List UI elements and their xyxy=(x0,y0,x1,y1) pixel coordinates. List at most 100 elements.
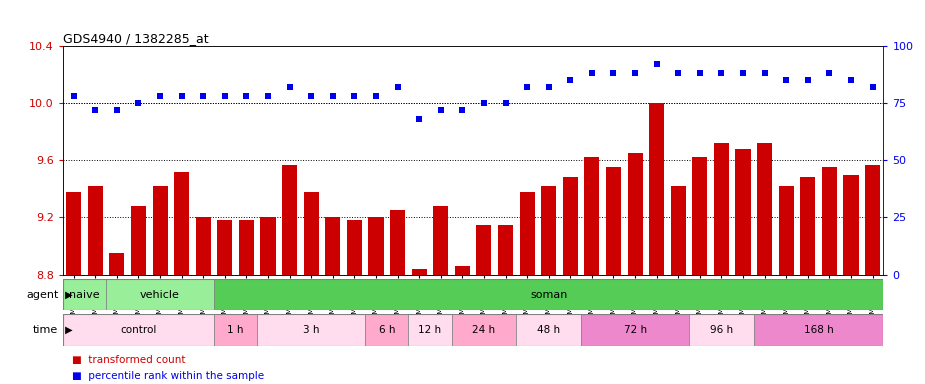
Point xyxy=(261,93,276,99)
Point xyxy=(153,93,167,99)
Text: 48 h: 48 h xyxy=(537,325,561,335)
Point xyxy=(541,84,556,90)
Bar xyxy=(735,149,750,275)
Bar xyxy=(451,314,516,346)
Bar xyxy=(865,165,880,275)
Bar xyxy=(214,314,257,346)
Bar xyxy=(585,157,599,275)
Bar xyxy=(303,192,319,275)
Bar xyxy=(433,206,449,275)
Text: agent: agent xyxy=(26,290,58,300)
Point xyxy=(476,100,491,106)
Bar xyxy=(844,175,858,275)
Bar xyxy=(257,314,365,346)
Point xyxy=(779,77,794,83)
Bar xyxy=(106,279,214,310)
Point xyxy=(390,84,405,90)
Bar xyxy=(821,167,837,275)
Text: ▶: ▶ xyxy=(62,325,72,335)
Text: vehicle: vehicle xyxy=(140,290,180,300)
Point xyxy=(303,93,318,99)
Bar xyxy=(779,186,794,275)
Text: 1 h: 1 h xyxy=(228,325,244,335)
Bar xyxy=(689,314,754,346)
Point xyxy=(822,70,837,76)
Point xyxy=(88,107,103,113)
Text: control: control xyxy=(120,325,156,335)
Bar xyxy=(63,279,883,310)
Bar xyxy=(368,217,384,275)
Point xyxy=(131,100,146,106)
Bar xyxy=(239,220,254,275)
Bar xyxy=(412,269,426,275)
Bar xyxy=(476,225,491,275)
Point xyxy=(499,100,513,106)
Bar xyxy=(261,217,276,275)
Point xyxy=(174,93,189,99)
Text: 6 h: 6 h xyxy=(378,325,395,335)
Bar xyxy=(174,172,190,275)
Bar xyxy=(520,192,535,275)
Bar xyxy=(408,314,451,346)
Bar xyxy=(153,186,167,275)
Bar xyxy=(800,177,815,275)
Bar xyxy=(562,177,578,275)
Point xyxy=(735,70,750,76)
Bar xyxy=(326,217,340,275)
Point xyxy=(714,70,729,76)
Bar xyxy=(67,192,81,275)
Bar xyxy=(757,143,772,275)
Bar xyxy=(581,314,689,346)
Text: 3 h: 3 h xyxy=(303,325,319,335)
Text: 12 h: 12 h xyxy=(418,325,441,335)
Point xyxy=(196,93,211,99)
Bar xyxy=(196,217,211,275)
Text: 72 h: 72 h xyxy=(623,325,647,335)
Text: 96 h: 96 h xyxy=(709,325,733,335)
Point xyxy=(412,116,426,122)
Bar xyxy=(516,314,581,346)
Bar xyxy=(63,279,106,310)
Bar xyxy=(541,186,556,275)
Text: naive: naive xyxy=(69,290,100,300)
Bar xyxy=(109,253,125,275)
Point xyxy=(368,93,383,99)
Point xyxy=(455,107,470,113)
Bar xyxy=(365,314,408,346)
Bar xyxy=(390,210,405,275)
Point xyxy=(67,93,81,99)
Bar xyxy=(714,143,729,275)
Bar xyxy=(649,103,664,275)
Text: ▶: ▶ xyxy=(62,290,72,300)
Bar xyxy=(498,225,513,275)
Bar xyxy=(282,165,297,275)
Point xyxy=(844,77,858,83)
Point xyxy=(758,70,772,76)
Bar xyxy=(217,220,232,275)
Bar xyxy=(214,279,883,310)
Text: 24 h: 24 h xyxy=(473,325,496,335)
Point xyxy=(865,84,880,90)
Bar xyxy=(63,314,883,346)
Point xyxy=(800,77,815,83)
Bar xyxy=(347,220,362,275)
Point xyxy=(326,93,340,99)
Text: soman: soman xyxy=(530,290,567,300)
Point xyxy=(347,93,362,99)
Text: ■  transformed count: ■ transformed count xyxy=(72,355,186,365)
Text: time: time xyxy=(33,325,58,335)
Point xyxy=(217,93,232,99)
Bar xyxy=(88,186,103,275)
Point xyxy=(671,70,685,76)
Point xyxy=(628,70,643,76)
Text: ■  percentile rank within the sample: ■ percentile rank within the sample xyxy=(72,371,265,381)
Bar xyxy=(671,186,685,275)
Point xyxy=(433,107,448,113)
Bar xyxy=(63,314,214,346)
Point xyxy=(585,70,599,76)
Bar xyxy=(627,153,643,275)
Bar xyxy=(754,314,883,346)
Text: 168 h: 168 h xyxy=(804,325,833,335)
Point xyxy=(606,70,621,76)
Point xyxy=(693,70,708,76)
